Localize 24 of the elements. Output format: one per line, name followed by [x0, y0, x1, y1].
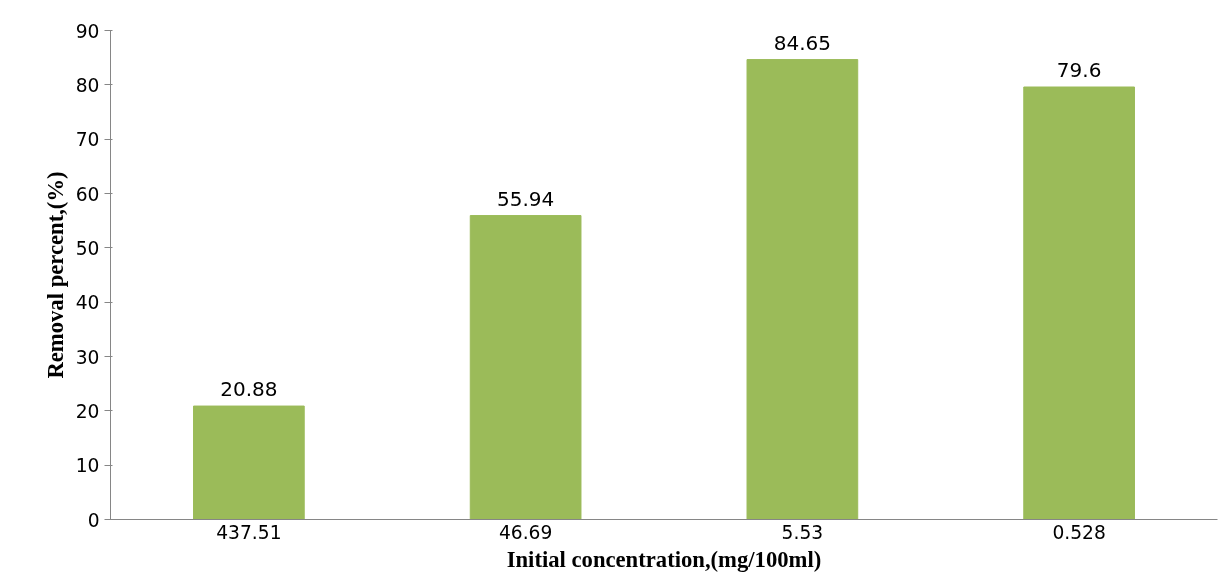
bar — [746, 59, 859, 520]
x-tick-label: 437.51 — [216, 521, 282, 543]
x-tick-label: 5.53 — [781, 521, 824, 543]
y-tick-label: 20 — [75, 400, 100, 422]
data-label: 79.6 — [1056, 58, 1102, 83]
x-tick-label: 0.528 — [1052, 521, 1106, 543]
y-tick-label: 80 — [75, 74, 100, 96]
bar — [1023, 86, 1135, 520]
y-tick-label: 10 — [75, 455, 100, 477]
y-tick-label: 50 — [75, 237, 100, 259]
y-tick-label: 40 — [75, 292, 100, 314]
x-axis-title: Initial concentration,(mg/100ml) — [506, 546, 822, 572]
bar — [193, 405, 305, 520]
y-tick-label: 60 — [75, 183, 100, 205]
y-tick-label: 90 — [75, 20, 100, 42]
x-tick-label: 46.69 — [498, 521, 553, 543]
y-tick-label: 30 — [75, 346, 100, 368]
y-tick-label: 0 — [87, 509, 100, 531]
bar — [469, 215, 582, 520]
data-label: 84.65 — [773, 30, 832, 55]
data-label: 20.88 — [220, 377, 278, 402]
y-axis-title: Removal percent,(%) — [42, 171, 68, 379]
y-tick-label: 70 — [75, 129, 100, 151]
data-label: 55.94 — [497, 186, 555, 211]
